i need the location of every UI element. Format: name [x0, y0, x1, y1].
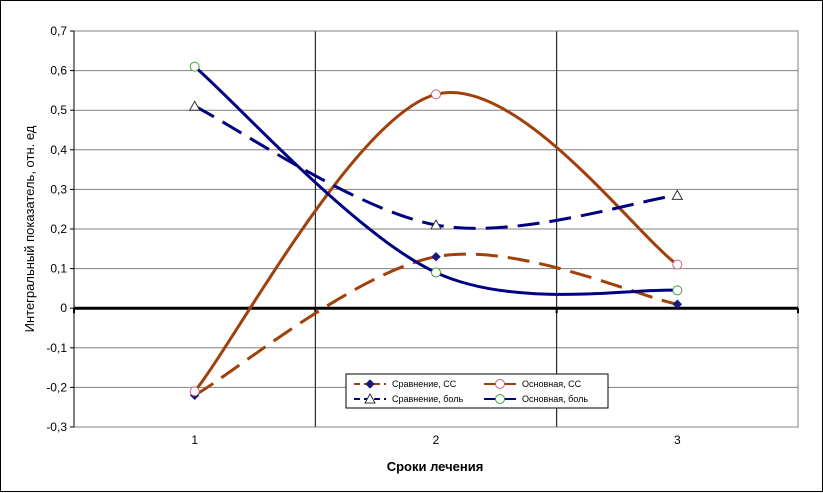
axis-layer: -0,3 -0,2 -0,1 0 0,1 0,2 0,3 0,4 0,5 0,6 0,7 1 2 3 — [46, 24, 799, 447]
y-tick-label: -0,2 — [46, 380, 67, 394]
legend-label-2: Основная, СС — [522, 379, 582, 389]
series-4-point — [189, 61, 200, 72]
x-tick-label: 2 — [433, 433, 440, 447]
legend-box — [345, 373, 609, 409]
y-tick-label: -0,3 — [46, 420, 67, 434]
y-axis-title: Интегральный показатель, отн. ед — [22, 125, 37, 332]
y-tick-label: 0 — [60, 301, 67, 315]
y-tick-label: -0,1 — [46, 341, 67, 355]
y-tick-label: 0,2 — [50, 222, 67, 236]
y-tick-label: 0,1 — [50, 262, 67, 276]
legend: Сравнение, СС Основная, СС Сравнение, боль… — [345, 373, 609, 409]
series-1-point — [431, 252, 441, 262]
y-tick-label: 0,7 — [50, 24, 67, 38]
x-axis-title: Сроки лечения — [387, 459, 484, 474]
legend-label-1: Сравнение, СС — [392, 379, 457, 389]
y-tick-label: 0,6 — [50, 64, 67, 78]
series-3-point — [430, 219, 442, 230]
series-layer — [188, 61, 684, 401]
series-line-1 — [193, 252, 678, 397]
y-tick-label: 0,3 — [50, 182, 67, 196]
series-3-point — [188, 100, 201, 111]
series-4-point — [672, 285, 683, 296]
series-2-point — [431, 89, 441, 100]
legend-marker-4 — [495, 394, 505, 404]
legend-marker-3 — [364, 392, 376, 404]
legend-marker-1 — [365, 379, 375, 389]
series-3-point — [671, 189, 684, 200]
legend-label-3: Сравнение, боль — [392, 394, 463, 404]
series-2-point — [189, 386, 200, 397]
series-line-3 — [194, 104, 678, 230]
y-tick-label: 0,4 — [50, 143, 67, 157]
x-tick-label: 3 — [674, 433, 681, 447]
legend-label-4: Основная, боль — [522, 394, 588, 404]
y-tick-label: 0,5 — [50, 103, 67, 117]
x-tick-label: 1 — [191, 433, 198, 447]
series-4-point — [431, 267, 441, 278]
series-1-point — [672, 299, 683, 309]
series-2-point — [672, 259, 683, 270]
legend-marker-2 — [495, 379, 505, 389]
